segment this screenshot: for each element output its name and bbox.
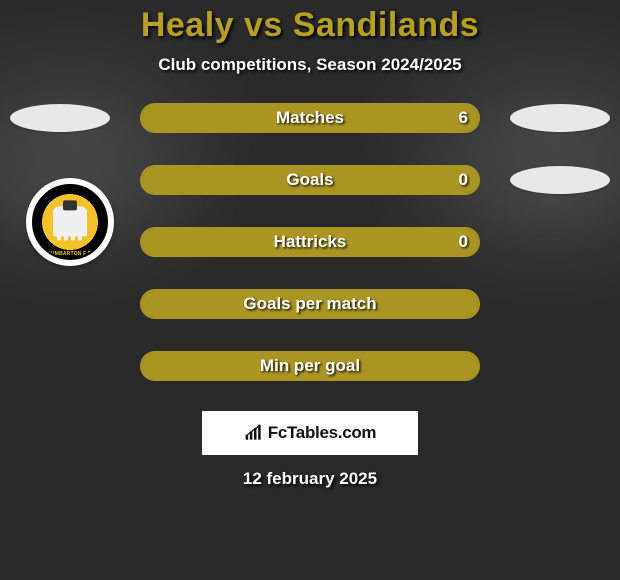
- team-slot-right: [510, 166, 610, 194]
- stat-label: Matches: [276, 108, 344, 128]
- page-subtitle: Club competitions, Season 2024/2025: [0, 55, 620, 75]
- watermark-label: FcTables.com: [268, 423, 377, 443]
- stat-label: Goals per match: [243, 294, 376, 314]
- stat-label: Min per goal: [260, 356, 360, 376]
- team-slot-left: [10, 104, 110, 132]
- stat-bar: Matches 6: [140, 103, 480, 133]
- infographic-container: Healy vs Sandilands Club competitions, S…: [0, 0, 620, 580]
- stat-row-matches: Matches 6: [0, 95, 620, 141]
- stat-row-goals-per-match: Goals per match: [0, 281, 620, 327]
- stat-value-right: 6: [459, 108, 468, 128]
- stat-bar: Min per goal: [140, 351, 480, 381]
- stat-label: Goals: [286, 170, 333, 190]
- page-title: Healy vs Sandilands: [0, 0, 620, 45]
- stat-row-hattricks: Hattricks 0: [0, 219, 620, 265]
- stat-label: Hattricks: [274, 232, 347, 252]
- stat-value-right: 0: [459, 232, 468, 252]
- stat-bar: Hattricks 0: [140, 227, 480, 257]
- stat-bar: Goals 0: [140, 165, 480, 195]
- stat-bar: Goals per match: [140, 289, 480, 319]
- stat-row-min-per-goal: Min per goal: [0, 343, 620, 389]
- watermark[interactable]: FcTables.com: [202, 411, 418, 455]
- stat-value-right: 0: [459, 170, 468, 190]
- bar-chart-icon: [244, 424, 264, 442]
- date-label: 12 february 2025: [0, 469, 620, 489]
- team-slot-right: [510, 104, 610, 132]
